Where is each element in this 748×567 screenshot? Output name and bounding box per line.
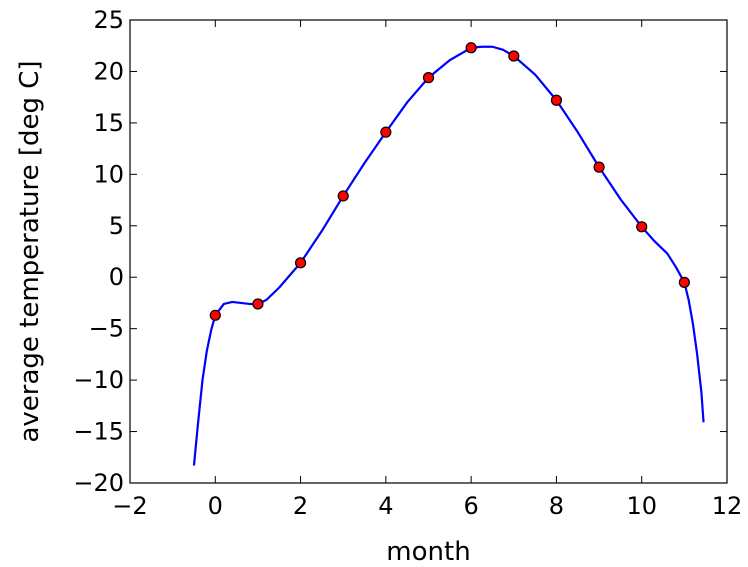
data-point [678,276,690,288]
y-tick-label: −15 [73,418,124,446]
y-tick-label: 15 [93,109,124,137]
y-tick-label: 5 [109,212,124,240]
data-point [465,42,477,54]
data-point [422,72,435,84]
x-tick-label: 4 [378,492,393,520]
data-point [337,190,349,202]
y-tick-label: 10 [93,160,124,188]
y-tick-label: 0 [109,263,124,291]
data-point [252,298,264,310]
data-point [209,309,221,321]
y-tick-label: 25 [93,6,124,34]
y-tick-label: −5 [89,315,124,343]
data-point [550,94,563,106]
data-point [593,161,605,173]
y-tick-label: −20 [73,469,124,497]
x-tick-label: 0 [208,492,223,520]
y-tick-label: 20 [93,57,124,85]
data-point [508,50,520,62]
data-point [636,221,648,233]
data-point [380,126,392,138]
x-tick-label: 8 [549,492,564,520]
x-tick-label: 6 [464,492,479,520]
fit-curve-line [192,45,705,466]
x-tick-labels: −2 0 2 4 6 8 10 12 [112,492,742,520]
data-point [294,257,307,269]
x-axis-label: month [386,537,470,567]
y-tick-labels: −20 −15 −10 −5 0 5 10 15 20 25 [73,6,124,497]
series-layer [192,42,705,466]
x-tick-label: −2 [112,492,147,520]
axis-ticks [129,19,728,484]
y-tick-label: −10 [73,366,124,394]
x-tick-label: 10 [626,492,657,520]
plot-frame [129,19,728,484]
x-tick-label: 2 [293,492,308,520]
y-axis-label: average temperature [deg C] [15,60,45,442]
x-tick-label: 12 [712,492,743,520]
